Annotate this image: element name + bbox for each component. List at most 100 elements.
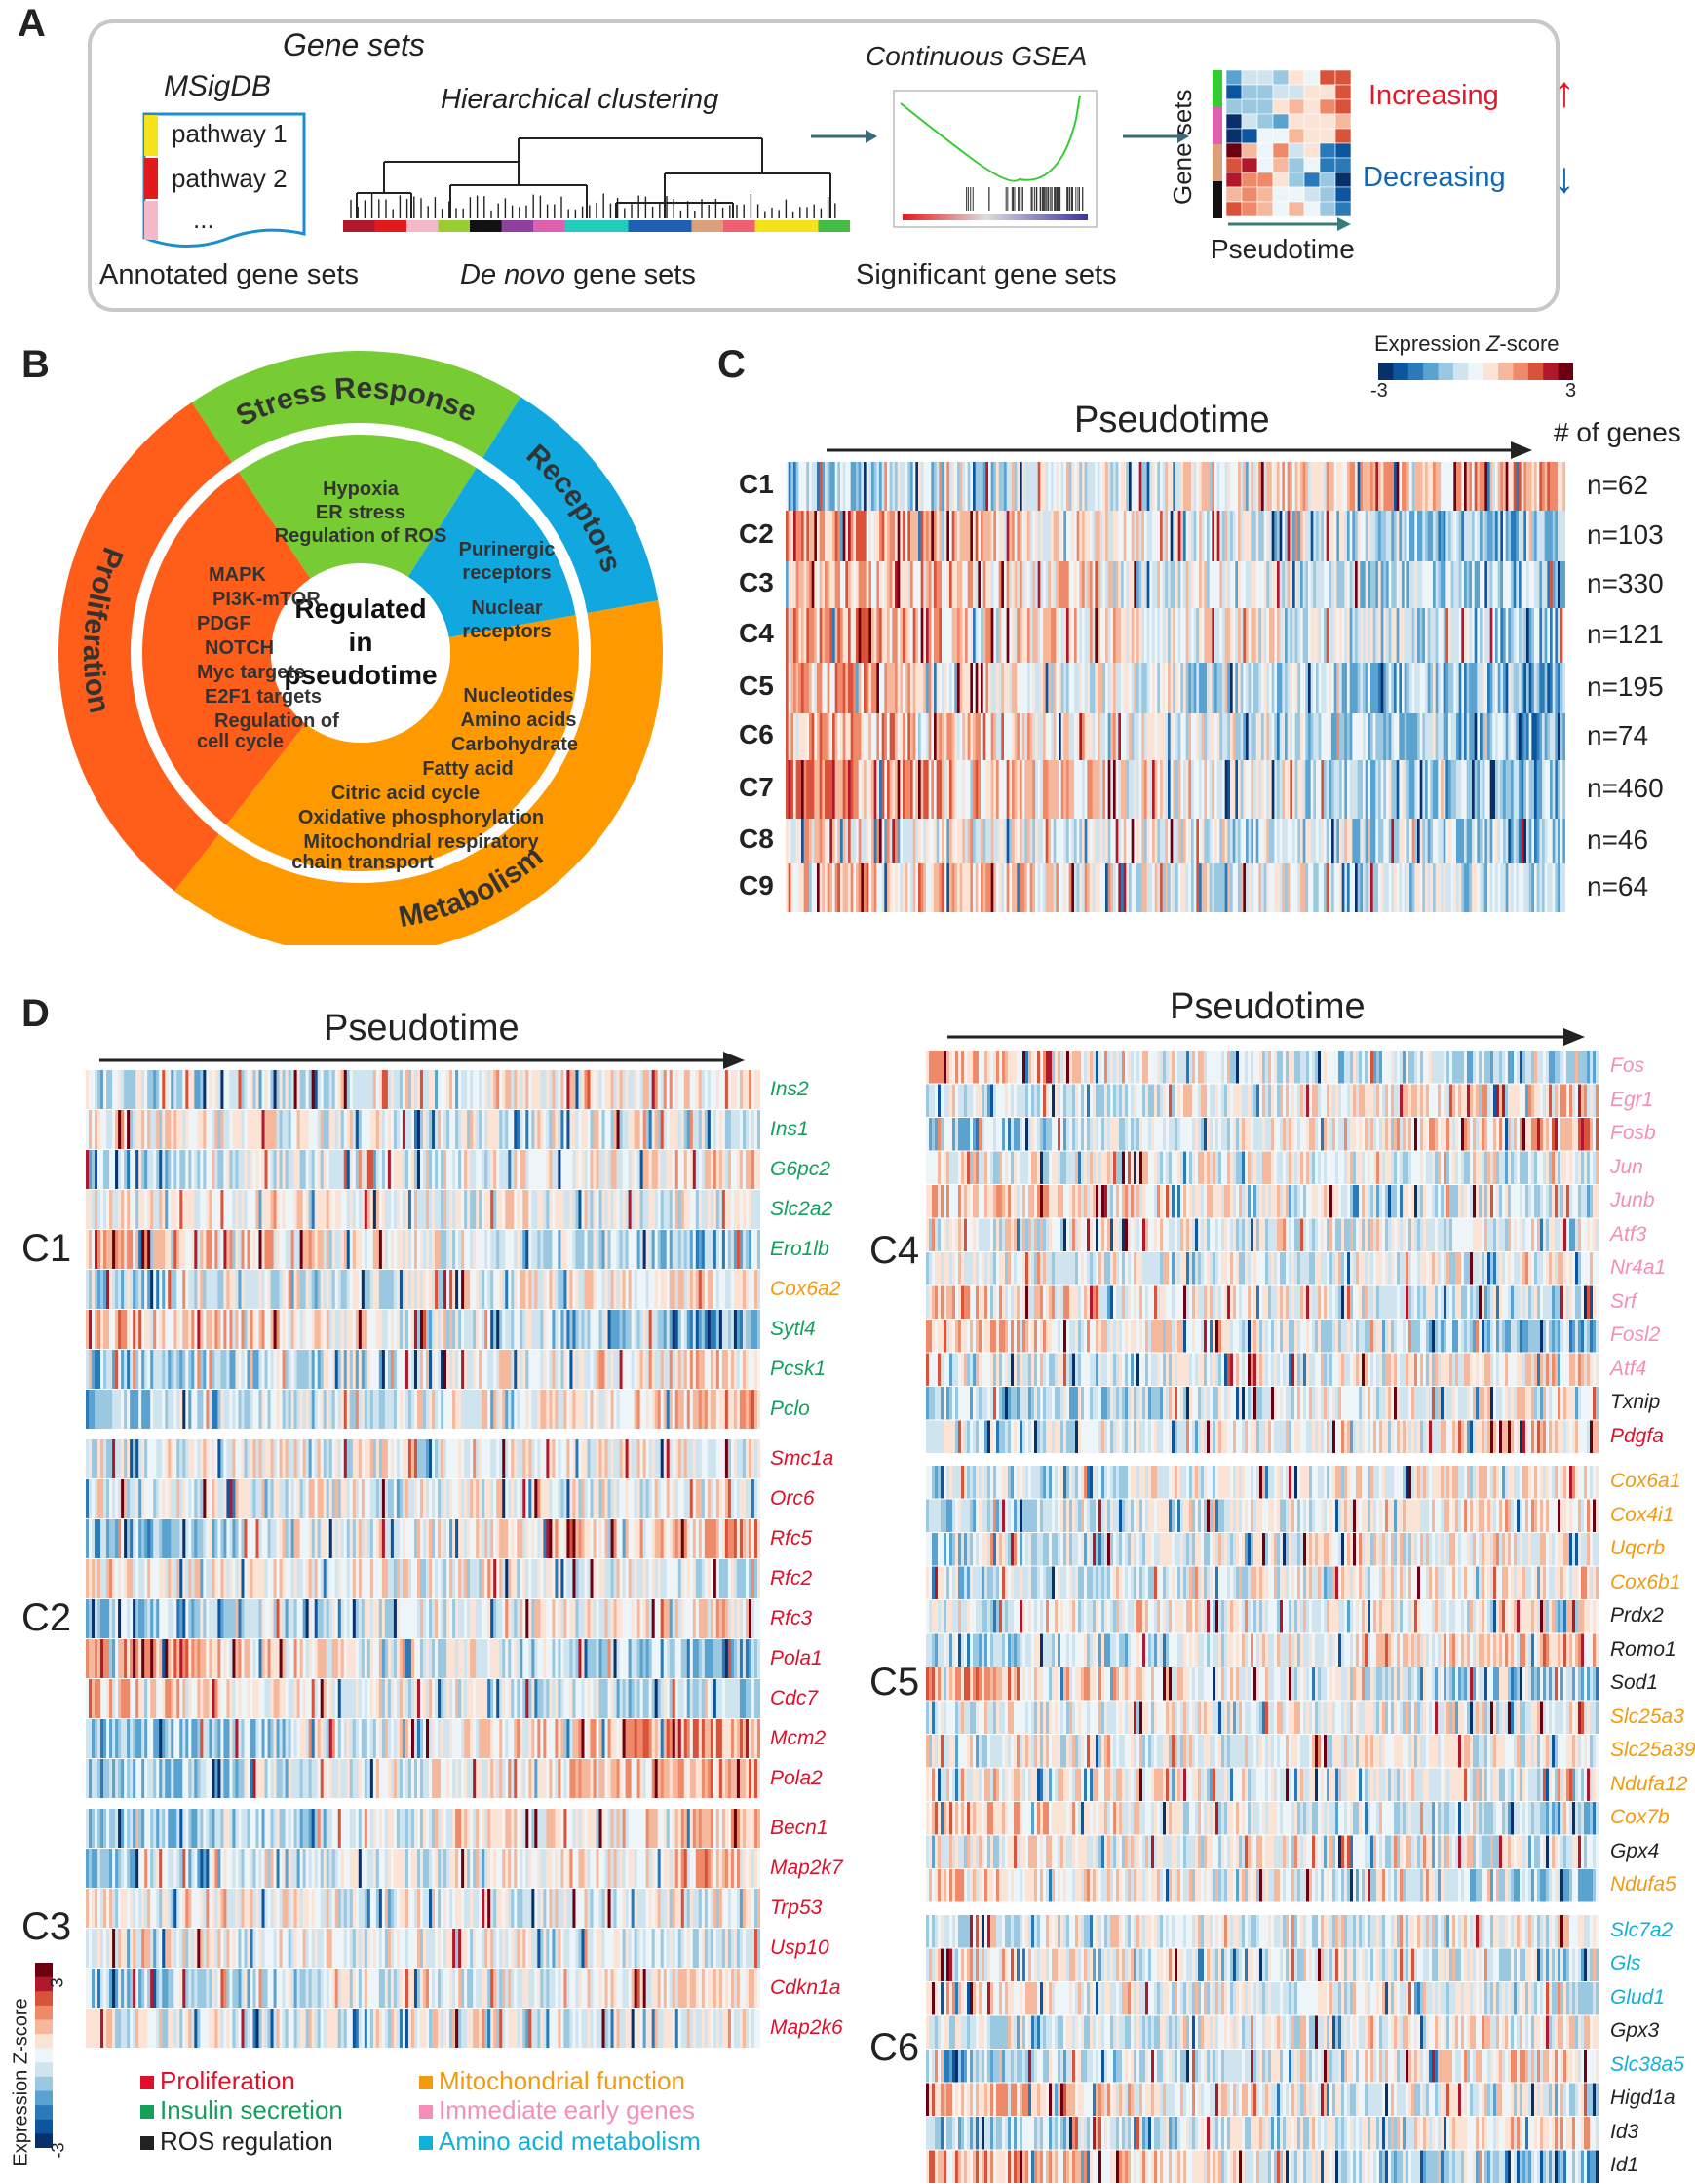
gene-label-Smc1a: Smc1a: [770, 1447, 833, 1471]
gene-label-Ndufa12: Ndufa12: [1610, 1773, 1687, 1796]
metabolism-item-5: Oxidative phosphorylation: [298, 807, 544, 828]
arrow-icon: [809, 127, 877, 146]
c-legend-title-pre: Expression: [1374, 331, 1486, 356]
legend-text-0: Proliferation: [160, 2066, 295, 2095]
gene-label-Cox6b1: Cox6b1: [1610, 1571, 1680, 1594]
stress-item-0: Hypoxia: [323, 479, 400, 500]
panel-d-letter: D: [21, 992, 50, 1036]
d-row-Pclo: [86, 1390, 760, 1429]
d-left-pseudotime-arrow-icon: [97, 1049, 747, 1072]
pseudotime-arrow-icon: [1226, 214, 1353, 234]
d-row-Ndufa12: [926, 1769, 1599, 1802]
c-row-C7: [786, 760, 1565, 819]
c-row-C2: [786, 511, 1565, 561]
d-row-G6pc2: [86, 1150, 760, 1189]
c-ngenes-C5: n=195: [1587, 671, 1664, 703]
gene-label-Gpx3: Gpx3: [1610, 2019, 1659, 2043]
c-cluster-label-C9: C9: [739, 870, 774, 901]
gene-label-Ero1lb: Ero1lb: [770, 1238, 829, 1261]
legend-amino-acid-metabolism: Amino acid metabolism: [419, 2127, 701, 2157]
panel-b-letter: B: [21, 343, 50, 387]
proliferation-item-2: PDGF: [197, 613, 251, 634]
d-row-Smc1a: [86, 1439, 760, 1478]
gene-label-Pcsk1: Pcsk1: [770, 1358, 826, 1381]
c-cluster-label-C7: C7: [739, 772, 774, 803]
metabolism-item-0: Nucleotides: [463, 685, 573, 707]
gene-label-Rfc5: Rfc5: [770, 1527, 812, 1551]
gene-label-Id1: Id1: [1610, 2154, 1638, 2177]
stress-item-2: Regulation of ROS: [275, 525, 447, 547]
gene-label-Cox6a2: Cox6a2: [770, 1278, 840, 1301]
metabolism-item-4: Citric acid cycle: [331, 783, 480, 804]
d-row-Fos: [926, 1051, 1599, 1084]
gene-label-Cox7b: Cox7b: [1610, 1806, 1670, 1829]
gene-label-Junb: Junb: [1610, 1189, 1655, 1212]
d-row-Atf3: [926, 1219, 1599, 1252]
d-row-Pdgfa: [926, 1421, 1599, 1454]
d-row-Uqcrb: [926, 1533, 1599, 1566]
c-cluster-label-C6: C6: [739, 719, 774, 750]
d-row-Fosb: [926, 1118, 1599, 1151]
gene-label-Trp53: Trp53: [770, 1897, 822, 1920]
d-row-Cdkn1a: [86, 1969, 760, 2008]
gene-label-Slc7a2: Slc7a2: [1610, 1919, 1673, 1942]
d-row-Map2k6: [86, 2009, 760, 2048]
d-cluster-label-C5: C5: [869, 1661, 919, 1705]
d-row-Romo1: [926, 1634, 1599, 1667]
c-row-C1: [786, 462, 1565, 511]
legend-swatch-3: [419, 2076, 433, 2089]
d-row-Pola1: [86, 1639, 760, 1678]
d-heatmap-C1: [86, 1070, 760, 1430]
gene-label-Becn1: Becn1: [770, 1817, 828, 1840]
gene-label-Usp10: Usp10: [770, 1936, 829, 1960]
gene-label-Higd1a: Higd1a: [1610, 2087, 1676, 2110]
d-row-Pola2: [86, 1759, 760, 1798]
gene-label-Gpx4: Gpx4: [1610, 1840, 1659, 1863]
gene-label-G6pc2: G6pc2: [770, 1158, 830, 1181]
msigdb-label: MSigDB: [164, 70, 271, 103]
gene-label-Fosl2: Fosl2: [1610, 1323, 1660, 1347]
decreasing-arrow-icon: ↓: [1554, 154, 1575, 203]
decreasing-label: Decreasing: [1363, 162, 1506, 194]
gene-sets-axis-label: Gene sets: [1168, 89, 1198, 205]
d-legend-min: -3: [49, 2142, 69, 2158]
gene-label-Jun: Jun: [1610, 1156, 1643, 1179]
d-row-Ins1: [86, 1110, 760, 1149]
gene-label-Pola2: Pola2: [770, 1767, 823, 1790]
gene-label-Sod1: Sod1: [1610, 1671, 1658, 1695]
d-row-Sytl4: [86, 1310, 760, 1349]
metabolism-item-2: Carbohydrate: [451, 734, 578, 755]
c-ngenes-C8: n=46: [1587, 824, 1648, 856]
gene-label-Atf4: Atf4: [1610, 1358, 1646, 1381]
d-row-Cox7b: [926, 1802, 1599, 1835]
metabolism-item-1: Amino acids: [461, 709, 577, 731]
c-row-C4: [786, 608, 1565, 663]
d-row-Slc7a2: [926, 1915, 1599, 1948]
d-row-Slc38a5: [926, 2050, 1599, 2083]
gene-label-Egr1: Egr1: [1610, 1089, 1653, 1112]
d-cluster-label-C6: C6: [869, 2026, 919, 2070]
d-row-Slc2a2: [86, 1190, 760, 1229]
d-row-Gpx3: [926, 2015, 1599, 2049]
pathway-1-label: pathway 1: [172, 119, 288, 149]
d-left-pseudotime-label: Pseudotime: [324, 1008, 520, 1050]
d-row-Orc6: [86, 1479, 760, 1518]
d-heatmap-C2: [86, 1439, 760, 1799]
proliferation-item-4: Myc targets: [197, 662, 305, 683]
c-heatmap-body: [786, 462, 1565, 912]
gene-sets-title: Gene sets: [283, 27, 425, 63]
d-row-Usp10: [86, 1929, 760, 1968]
d-row-Map2k7: [86, 1849, 760, 1888]
d-right-pseudotime-arrow-icon: [945, 1025, 1589, 1049]
de-novo-gene-sets-label: De novo gene sets: [460, 259, 696, 291]
d-row-Cdc7: [86, 1679, 760, 1718]
receptor-item-1: receptors: [462, 562, 551, 584]
d-row-Egr1: [926, 1085, 1599, 1118]
d-row-Slc25a39: [926, 1735, 1599, 1768]
gene-label-Gls: Gls: [1610, 1952, 1641, 1975]
gene-label-Cdc7: Cdc7: [770, 1687, 818, 1710]
c-cluster-label-C4: C4: [739, 618, 774, 649]
d-row-Trp53: [86, 1889, 760, 1928]
gene-label-Rfc3: Rfc3: [770, 1607, 812, 1630]
d-row-Prdx2: [926, 1600, 1599, 1633]
